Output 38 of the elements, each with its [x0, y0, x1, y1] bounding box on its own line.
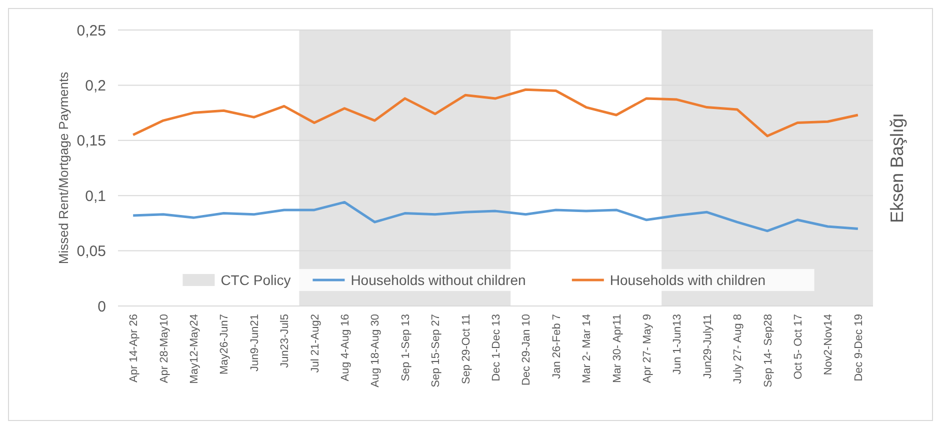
x-tick-label: Apr 14-Apr 26 — [128, 314, 140, 382]
x-tick-label: Jun9-Jun21 — [248, 314, 261, 372]
y-tick-label: 0,05 — [76, 243, 106, 260]
x-tick-label: Jun 1-Jun13 — [672, 314, 684, 375]
x-tick-label: Jun23-Jul5 — [279, 314, 292, 368]
x-tick-label: Sep 29-Oct 11 — [460, 314, 472, 384]
x-tick-label: Aug 18-Aug 30 — [370, 314, 382, 388]
band-label: CTC Policy — [220, 272, 291, 288]
x-tick-label: May26-Jun7 — [218, 314, 231, 375]
y-tick-label: 0,1 — [85, 188, 106, 205]
x-tick-label: Sep 15-Sep 27 — [430, 314, 442, 388]
x-tick-label: Dec 29-Jan 10 — [520, 314, 533, 386]
x-tick-label: Sep 1-Sep 13 — [400, 314, 412, 382]
x-tick-label: Jul 21-Aug2 — [309, 314, 322, 373]
y-tick-label: 0,25 — [76, 22, 106, 40]
y2-axis-title: Eksen Başlığı — [887, 112, 907, 224]
x-tick-label: Apr 27- May 9 — [642, 314, 654, 384]
x-tick-label: Mar 30- Apr11 — [611, 314, 624, 383]
x-tick-label: Nov2-Nov14 — [822, 314, 835, 376]
y-axis-title: Missed Rent/Mortgage Payments — [56, 71, 71, 264]
x-tick-label: Dec 9-Dec 19 — [852, 314, 865, 382]
x-tick-label: Mar 2- Mar 14 — [581, 314, 594, 384]
x-tick-label: July 27- Aug 8 — [732, 314, 744, 384]
x-tick-label: Dec 1-Dec 13 — [490, 314, 502, 382]
x-tick-label: Apr 28-May10 — [158, 314, 170, 384]
line-series — [132, 88, 860, 138]
x-tick-label: Sep 14- Sep28 — [762, 314, 774, 388]
x-tick-label: Oct 5- Oct 17 — [792, 314, 804, 380]
y-tick-label: 0,15 — [76, 132, 106, 150]
x-tick-label: Jun29-July11 — [702, 314, 714, 379]
legend-label: Households without children — [350, 272, 526, 288]
line-series — [132, 200, 860, 232]
x-tick-label: Jan 26-Feb 7 — [550, 314, 563, 379]
legend-label: Households with children — [610, 272, 766, 288]
y-tick-label: 0,2 — [85, 77, 106, 94]
x-tick-label: May12-May24 — [188, 314, 200, 384]
y-tick-label: 0 — [98, 298, 106, 316]
x-tick-label: Aug 4-Aug 16 — [340, 314, 352, 382]
